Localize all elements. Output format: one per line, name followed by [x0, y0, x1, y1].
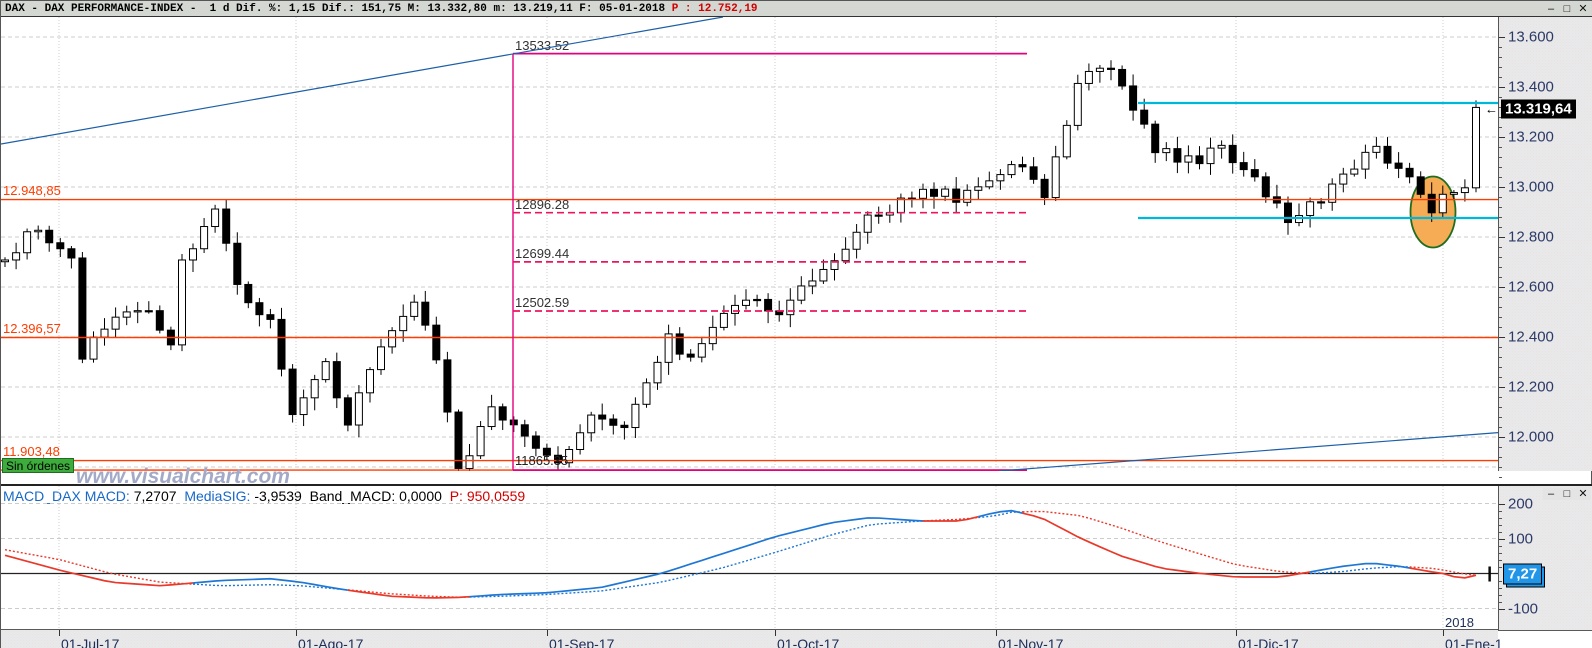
svg-text:12502.59: 12502.59: [515, 295, 569, 310]
svg-text:12699.44: 12699.44: [515, 246, 569, 261]
svg-text:11.903,48: 11.903,48: [3, 444, 60, 459]
svg-text:11865.35: 11865.35: [515, 453, 568, 468]
svg-text:12896.28: 12896.28: [515, 197, 569, 212]
svg-text:12.396,57: 12.396,57: [3, 321, 61, 336]
svg-text:12.948,85: 12.948,85: [3, 183, 61, 198]
